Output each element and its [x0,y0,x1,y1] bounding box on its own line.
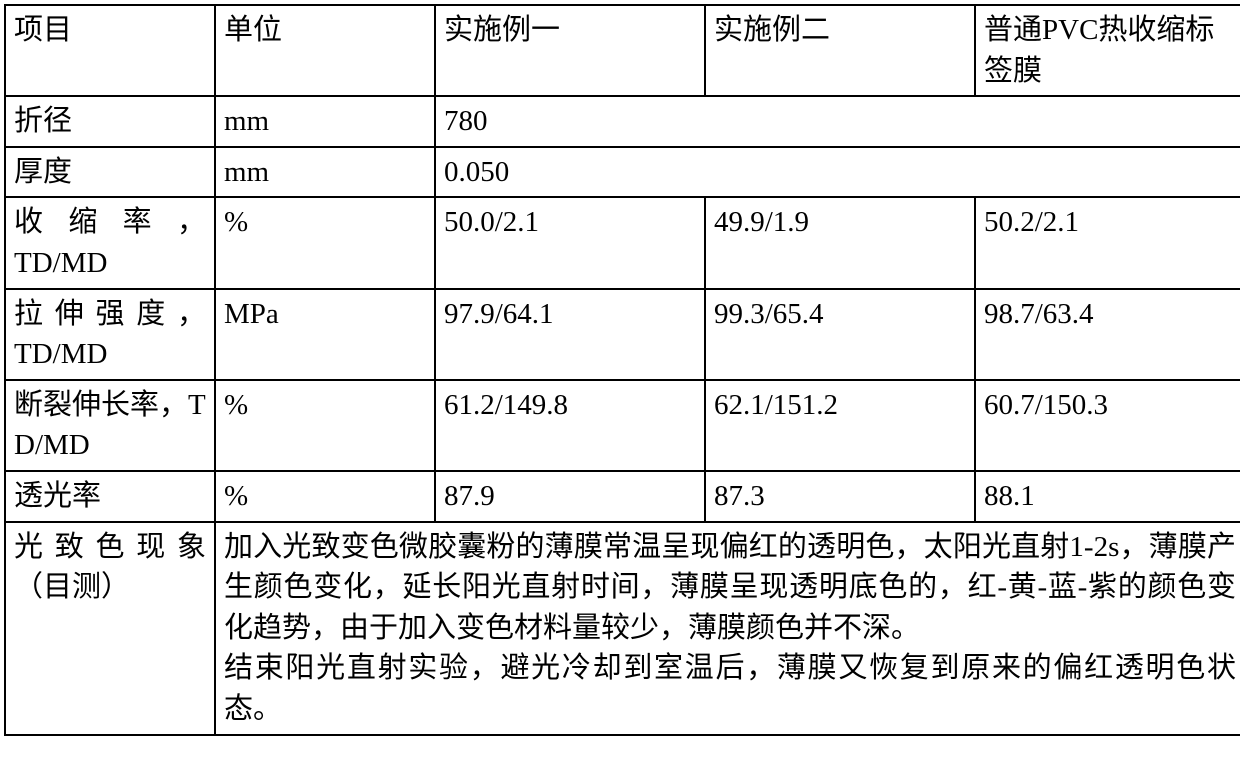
cell-unit: % [215,380,435,471]
cell-ex1: 87.9 [435,471,705,522]
row-shrinkage: 收缩率， TD/MD % 50.0/2.1 49.9/1.9 50.2/2.1 [5,197,1240,288]
cell-pvc: 60.7/150.3 [975,380,1240,471]
row-photochromic: 光致色现象 （目测） 加入光致变色微胶囊粉的薄膜常温呈现偏红的透明色，太阳光直射… [5,522,1240,735]
cell-unit: % [215,197,435,288]
cell-label: 透光率 [5,471,215,522]
header-row: 项目 单位 实施例一 实施例二 普通PVC热收缩标签膜 [5,5,1240,96]
row-transmittance: 透光率 % 87.9 87.3 88.1 [5,471,1240,522]
cell-unit: mm [215,96,435,147]
properties-table: 项目 单位 实施例一 实施例二 普通PVC热收缩标签膜 折径 mm 780 厚度… [4,4,1240,736]
cell-ex2: 62.1/151.2 [705,380,975,471]
cell-ex1: 50.0/2.1 [435,197,705,288]
header-pvc: 普通PVC热收缩标签膜 [975,5,1240,96]
header-ex2: 实施例二 [705,5,975,96]
cell-ex2: 99.3/65.4 [705,289,975,380]
cell-label: 拉伸强度， TD/MD [5,289,215,380]
cell-label: 厚度 [5,147,215,198]
cell-label: 光致色现象 （目测） [5,522,215,735]
label-line1: 收缩率， [14,202,206,243]
cell-pvc: 88.1 [975,471,1240,522]
cell-unit: mm [215,147,435,198]
row-elongation: 断裂伸长率，TD/MD % 61.2/149.8 62.1/151.2 60.7… [5,380,1240,471]
row-thickness: 厚度 mm 0.050 [5,147,1240,198]
header-unit: 单位 [215,5,435,96]
cell-ex1: 61.2/149.8 [435,380,705,471]
cell-label: 收缩率， TD/MD [5,197,215,288]
cell-unit: % [215,471,435,522]
cell-ex2: 49.9/1.9 [705,197,975,288]
cell-ex1: 97.9/64.1 [435,289,705,380]
row-tensile: 拉伸强度， TD/MD MPa 97.9/64.1 99.3/65.4 98.7… [5,289,1240,380]
header-item: 项目 [5,5,215,96]
row-fold-diameter: 折径 mm 780 [5,96,1240,147]
label-line2: TD/MD [14,243,206,284]
label-line1: 光致色现象 [14,527,206,568]
cell-description: 加入光致变色微胶囊粉的薄膜常温呈现偏红的透明色，太阳光直射1-2s，薄膜产生颜色… [215,522,1240,735]
description-p1: 加入光致变色微胶囊粉的薄膜常温呈现偏红的透明色，太阳光直射1-2s，薄膜产生颜色… [224,527,1236,649]
cell-merged-value: 0.050 [435,147,1240,198]
cell-merged-value: 780 [435,96,1240,147]
page: 项目 单位 实施例一 实施例二 普通PVC热收缩标签膜 折径 mm 780 厚度… [0,0,1240,773]
cell-unit: MPa [215,289,435,380]
description-p2: 结束阳光直射实验，避光冷却到室温后，薄膜又恢复到原来的偏红透明色状态。 [224,648,1236,729]
cell-pvc: 98.7/63.4 [975,289,1240,380]
cell-label: 断裂伸长率，TD/MD [5,380,215,471]
label-line1: 拉伸强度， [14,294,206,335]
cell-pvc: 50.2/2.1 [975,197,1240,288]
label-line2: （目测） [14,567,206,608]
label-line2: TD/MD [14,334,206,375]
cell-ex2: 87.3 [705,471,975,522]
header-ex1: 实施例一 [435,5,705,96]
cell-label: 折径 [5,96,215,147]
